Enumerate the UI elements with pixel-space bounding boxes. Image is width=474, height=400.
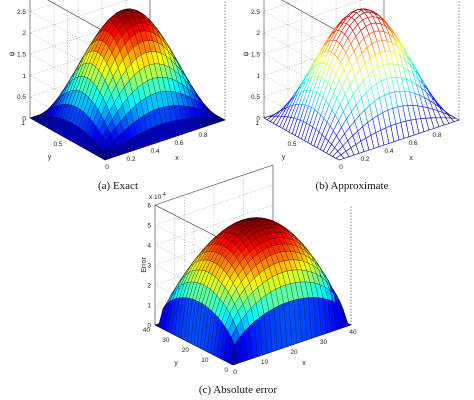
tick-labels: 00.511.522.5300.20.40.60.80.51 xyxy=(17,9,208,171)
y-tick-label: 0 xyxy=(224,367,228,374)
z-tick-label: 2.5 xyxy=(17,9,26,16)
z-axis-label: Error xyxy=(141,257,148,273)
y-tick-label: 10 xyxy=(201,357,209,364)
surface-patch xyxy=(342,308,352,327)
x-axis-label: x xyxy=(409,155,413,162)
x-tick-label: 0.4 xyxy=(384,148,393,155)
surface xyxy=(154,217,352,366)
z-tick-label: 6 xyxy=(147,203,151,210)
y-axis-label: y xyxy=(174,360,178,367)
caption-approximate: (b) Approximate xyxy=(315,180,388,192)
z-tick-label: 2 xyxy=(256,30,260,37)
z-tick-label: 2.5 xyxy=(251,9,260,16)
y-tick-label: 1 xyxy=(21,120,25,127)
y-tick-label: 0.5 xyxy=(287,141,296,148)
x-tick-label: 10 xyxy=(261,359,269,366)
surface-patch xyxy=(216,117,226,122)
z-tick-label: 1.5 xyxy=(251,52,260,59)
z-tick-label: 0 xyxy=(256,116,260,123)
x-tick-label: 0.8 xyxy=(432,132,441,139)
y-axis-label: y xyxy=(282,154,286,161)
y-tick-label: 1 xyxy=(255,120,259,127)
x-tick-label: 20 xyxy=(290,349,298,356)
z-tick-label: 0.5 xyxy=(251,94,260,101)
z-tick-label: 1 xyxy=(256,73,260,80)
z-tick-label: 0 xyxy=(22,116,26,123)
z-multiplier: x 10-4 xyxy=(149,192,166,201)
x-tick-label: 0.4 xyxy=(150,148,159,155)
z-tick-label: 5 xyxy=(147,223,151,230)
surface xyxy=(263,8,460,161)
y-tick-label: 40 xyxy=(143,327,151,334)
tick-labels: 00.511.522.5300.20.40.60.80.51 xyxy=(251,9,442,171)
x-axis-label: x xyxy=(175,155,179,162)
z-axis-label: ψ xyxy=(243,52,250,57)
z-tick-label: 0.5 xyxy=(17,94,26,101)
z-tick-label: 2 xyxy=(147,283,151,290)
z-axis-label: ψ xyxy=(9,52,16,57)
caption-exact: (a) Exact xyxy=(98,180,138,192)
caption-absolute-error: (c) Absolute error xyxy=(199,384,278,396)
y-tick-label: 30 xyxy=(162,337,170,344)
x-tick-label: 0.8 xyxy=(198,132,207,139)
x-tick-label: 0 xyxy=(233,369,237,376)
z-tick-label: 3 xyxy=(147,263,151,270)
z-tick-label: 1 xyxy=(22,73,26,80)
y-axis-label: y xyxy=(48,154,52,161)
z-tick-label: 2 xyxy=(22,30,26,37)
y-tick-label: 0.5 xyxy=(53,141,62,148)
z-tick-label: 0 xyxy=(147,323,151,330)
x-tick-label: 0.6 xyxy=(408,140,417,147)
z-tick-label: 1 xyxy=(147,303,151,310)
z-tick-label: 1.5 xyxy=(17,52,26,59)
surface-patch xyxy=(450,117,460,122)
x-tick-label: 0.6 xyxy=(174,140,183,147)
x-tick-label: 0.2 xyxy=(126,156,135,163)
x-axis-label: x xyxy=(302,360,306,367)
x-tick-label: 0.2 xyxy=(360,156,369,163)
y-tick-label: 20 xyxy=(182,347,190,354)
x-tick-label: 30 xyxy=(320,339,328,346)
z-tick-label: 4 xyxy=(147,243,151,250)
x-tick-label: 40 xyxy=(349,329,357,336)
x-tick-label: 0 xyxy=(105,164,109,171)
surface xyxy=(29,8,226,161)
x-tick-label: 0 xyxy=(339,164,343,171)
